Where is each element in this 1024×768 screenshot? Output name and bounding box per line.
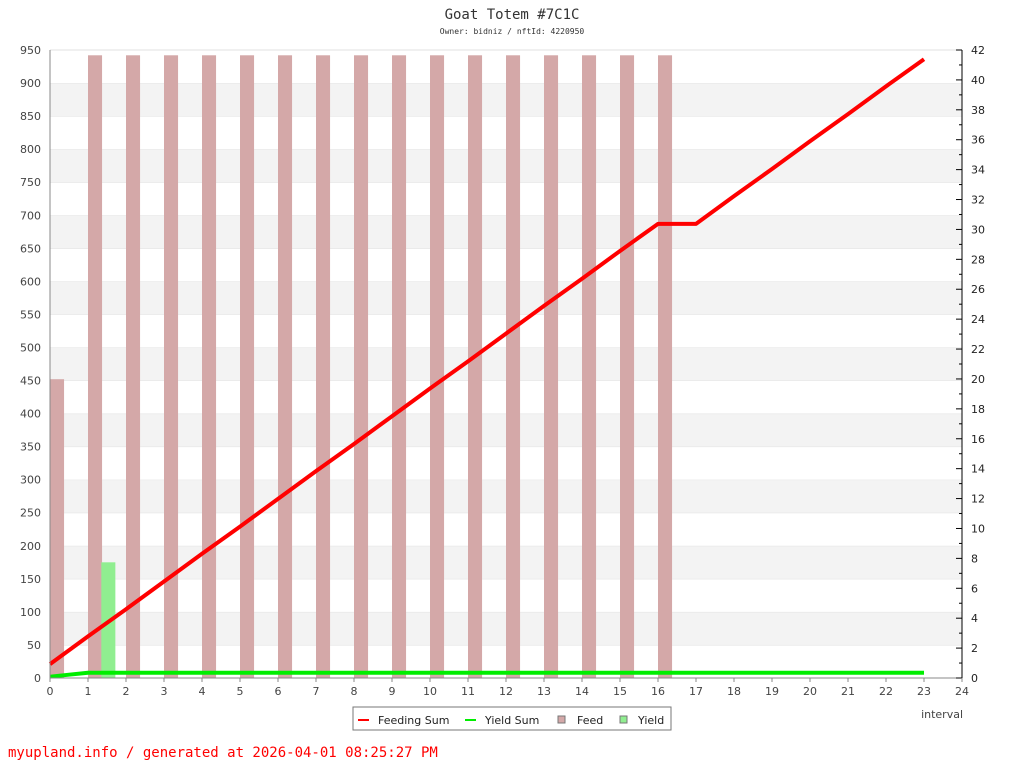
y-tick-label-left: 600 — [20, 275, 41, 288]
feed-bar — [316, 55, 331, 678]
y-tick-label-right: 0 — [971, 672, 978, 685]
y-tick-label-left: 650 — [20, 242, 41, 255]
feed-bar — [50, 379, 65, 678]
y-tick-label-left: 750 — [20, 176, 41, 189]
x-tick-label: 9 — [389, 685, 396, 698]
y-tick-label-left: 500 — [20, 341, 41, 354]
x-tick-label: 12 — [499, 685, 513, 698]
chart-title: Goat Totem #7C1C — [445, 7, 580, 23]
feed-bar — [278, 55, 293, 678]
feed-bar — [88, 55, 103, 678]
legend-label-feeding-sum: Feeding Sum — [378, 714, 449, 727]
x-tick-label: 10 — [423, 685, 437, 698]
y-tick-label-right: 14 — [971, 463, 985, 476]
y-tick-label-right: 24 — [971, 313, 985, 326]
legend-label-yield-sum: Yield Sum — [484, 714, 539, 727]
x-tick-label: 21 — [841, 685, 855, 698]
y-tick-label-right: 26 — [971, 283, 985, 296]
yield-sum-line — [49, 670, 924, 679]
y-tick-label-right: 40 — [971, 74, 985, 87]
legend-swatch-feed — [557, 715, 566, 724]
feed-bar — [658, 55, 673, 678]
legend-label-feed: Feed — [577, 714, 603, 727]
feed-bar — [164, 55, 179, 678]
y-tick-label-left: 400 — [20, 408, 41, 421]
x-tick-label: 8 — [351, 685, 358, 698]
feed-bar — [620, 55, 635, 678]
y-tick-label-right: 38 — [971, 104, 985, 117]
y-tick-label-left: 200 — [20, 540, 41, 553]
y-tick-label-left: 0 — [34, 672, 41, 685]
y-tick-label-right: 8 — [971, 552, 978, 565]
x-tick-label: 18 — [727, 685, 741, 698]
y-tick-label-right: 34 — [971, 164, 985, 177]
y-tick-label-left: 100 — [20, 606, 41, 619]
x-tick-label: 15 — [613, 685, 627, 698]
x-tick-label: 16 — [651, 685, 665, 698]
feed-bar — [582, 55, 597, 678]
y-tick-label-left: 300 — [20, 474, 41, 487]
footer-credit: myupland.info / generated at 2026-04-01 … — [8, 745, 438, 761]
x-tick-label: 1 — [85, 685, 92, 698]
chart-subtitle: Owner: bidniz / nftId: 4220950 — [440, 27, 585, 36]
x-axis-label: interval — [921, 708, 963, 721]
x-tick-label: 5 — [237, 685, 244, 698]
y-tick-label-left: 350 — [20, 441, 41, 454]
feed-bar — [430, 55, 445, 678]
feed-bar — [392, 55, 407, 678]
y-tick-label-right: 10 — [971, 522, 985, 535]
x-tick-label: 4 — [199, 685, 206, 698]
feed-bar — [240, 55, 255, 678]
y-tick-label-left: 700 — [20, 209, 41, 222]
y-tick-label-right: 2 — [971, 642, 978, 655]
x-tick-label: 24 — [955, 685, 969, 698]
y-tick-label-right: 20 — [971, 373, 985, 386]
x-tick-label: 20 — [803, 685, 817, 698]
y-tick-label-right: 16 — [971, 433, 985, 446]
legend-label-yield: Yield — [637, 714, 664, 727]
y-tick-label-left: 250 — [20, 507, 41, 520]
y-tick-label-left: 50 — [27, 639, 41, 652]
feed-bar — [468, 55, 483, 678]
feed-bar — [544, 55, 559, 678]
y-tick-label-right: 42 — [971, 44, 985, 57]
x-tick-label: 13 — [537, 685, 551, 698]
y-tick-label-left: 900 — [20, 77, 41, 90]
x-tick-label: 17 — [689, 685, 703, 698]
x-tick-label: 23 — [917, 685, 931, 698]
y-tick-label-right: 28 — [971, 253, 985, 266]
y-tick-label-right: 18 — [971, 403, 985, 416]
y-tick-label-right: 6 — [971, 582, 978, 595]
feed-bar — [506, 55, 521, 678]
y-tick-label-right: 4 — [971, 612, 978, 625]
legend-swatch-yield — [619, 715, 628, 724]
y-tick-label-left: 450 — [20, 375, 41, 388]
y-tick-label-right: 30 — [971, 223, 985, 236]
x-tick-label: 3 — [161, 685, 168, 698]
y-tick-label-right: 12 — [971, 493, 985, 506]
y-tick-label-right: 22 — [971, 343, 985, 356]
x-tick-label: 0 — [47, 685, 54, 698]
x-tick-label: 19 — [765, 685, 779, 698]
y-tick-label-left: 950 — [20, 44, 41, 57]
feed-bar — [354, 55, 369, 678]
feeding-sum-line — [48, 57, 926, 666]
x-tick-label: 6 — [275, 685, 282, 698]
x-tick-label: 14 — [575, 685, 589, 698]
x-tick-label: 7 — [313, 685, 320, 698]
y-tick-label-left: 550 — [20, 308, 41, 321]
y-tick-label-left: 150 — [20, 573, 41, 586]
y-tick-label-left: 850 — [20, 110, 41, 123]
feed-bar — [202, 55, 217, 678]
y-tick-label-right: 36 — [971, 134, 985, 147]
legend: Feeding Sum Yield Sum Feed Yield — [352, 706, 672, 731]
feed-bar — [126, 55, 141, 678]
x-tick-label: 2 — [123, 685, 130, 698]
y-tick-label-right: 32 — [971, 194, 985, 207]
y-tick-label-left: 800 — [20, 143, 41, 156]
x-tick-label: 22 — [879, 685, 893, 698]
x-tick-label: 11 — [461, 685, 475, 698]
